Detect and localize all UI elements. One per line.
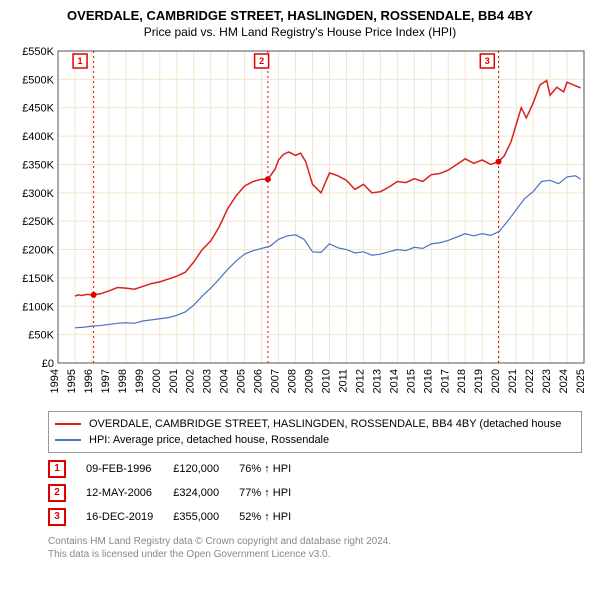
attribution-line: Contains HM Land Registry data © Crown c… xyxy=(48,535,586,548)
legend-label: HPI: Average price, detached house, Ross… xyxy=(89,434,329,446)
svg-text:1997: 1997 xyxy=(100,369,112,393)
legend-swatch xyxy=(55,423,81,425)
sale-pct: 76% ↑ HPI xyxy=(239,457,311,481)
svg-text:£250K: £250K xyxy=(22,216,54,228)
svg-text:2024: 2024 xyxy=(558,369,570,393)
attribution: Contains HM Land Registry data © Crown c… xyxy=(48,535,586,561)
svg-text:2021: 2021 xyxy=(507,369,519,393)
attribution-line: This data is licensed under the Open Gov… xyxy=(48,548,586,561)
svg-text:2011: 2011 xyxy=(337,369,349,393)
legend: OVERDALE, CAMBRIDGE STREET, HASLINGDEN, … xyxy=(48,411,582,453)
svg-text:2002: 2002 xyxy=(185,369,197,393)
svg-text:1998: 1998 xyxy=(117,369,129,393)
svg-text:2017: 2017 xyxy=(439,369,451,393)
svg-text:2022: 2022 xyxy=(524,369,536,393)
sale-date: 09-FEB-1996 xyxy=(86,457,173,481)
legend-item-hpi: HPI: Average price, detached house, Ross… xyxy=(55,432,575,448)
svg-text:£150K: £150K xyxy=(22,273,54,285)
svg-text:2012: 2012 xyxy=(354,369,366,393)
svg-text:2015: 2015 xyxy=(405,369,417,393)
svg-text:1994: 1994 xyxy=(49,369,61,393)
table-row: 1 09-FEB-1996 £120,000 76% ↑ HPI xyxy=(48,457,311,481)
svg-text:£550K: £550K xyxy=(22,46,54,58)
svg-text:2010: 2010 xyxy=(320,369,332,393)
svg-text:2009: 2009 xyxy=(304,369,316,393)
sale-price: £120,000 xyxy=(173,457,239,481)
svg-text:1996: 1996 xyxy=(83,369,95,393)
svg-text:£100K: £100K xyxy=(22,301,54,313)
price-chart: £0 £50K £100K £150K £200K £250K £300K £350K £400… xyxy=(10,45,590,405)
page-subtitle: Price paid vs. HM Land Registry's House … xyxy=(0,23,600,45)
sale-date: 12-MAY-2006 xyxy=(86,481,173,505)
legend-swatch xyxy=(55,439,81,441)
legend-label: OVERDALE, CAMBRIDGE STREET, HASLINGDEN, … xyxy=(89,418,561,430)
svg-text:2023: 2023 xyxy=(541,369,553,393)
sale-badge-1: 1 xyxy=(48,460,66,478)
svg-text:2020: 2020 xyxy=(490,369,502,393)
sale-pct: 77% ↑ HPI xyxy=(239,481,311,505)
svg-text:£200K: £200K xyxy=(22,245,54,257)
svg-text:3: 3 xyxy=(485,56,490,66)
svg-text:2000: 2000 xyxy=(151,369,163,393)
svg-text:£350K: £350K xyxy=(22,159,54,171)
svg-text:2014: 2014 xyxy=(388,369,400,393)
svg-text:£500K: £500K xyxy=(22,74,54,86)
svg-text:£0: £0 xyxy=(42,358,54,370)
svg-text:2013: 2013 xyxy=(371,369,383,393)
svg-text:1999: 1999 xyxy=(134,369,146,393)
table-row: 2 12-MAY-2006 £324,000 77% ↑ HPI xyxy=(48,481,311,505)
svg-text:£450K: £450K xyxy=(22,103,54,115)
sale-pct: 52% ↑ HPI xyxy=(239,505,311,529)
svg-text:1: 1 xyxy=(78,56,83,66)
sale-date: 16-DEC-2019 xyxy=(86,505,173,529)
svg-text:2018: 2018 xyxy=(456,369,468,393)
svg-text:£300K: £300K xyxy=(22,188,54,200)
sale-price: £355,000 xyxy=(173,505,239,529)
svg-text:2016: 2016 xyxy=(422,369,434,393)
svg-text:£400K: £400K xyxy=(22,131,54,143)
svg-text:£50K: £50K xyxy=(28,330,54,342)
sale-price: £324,000 xyxy=(173,481,239,505)
svg-text:2004: 2004 xyxy=(219,369,231,393)
svg-text:2025: 2025 xyxy=(575,369,587,393)
svg-text:2007: 2007 xyxy=(270,369,282,393)
sale-badge-2: 2 xyxy=(48,484,66,502)
svg-text:2003: 2003 xyxy=(202,369,214,393)
svg-text:2008: 2008 xyxy=(287,369,299,393)
svg-text:2006: 2006 xyxy=(253,369,265,393)
svg-text:2019: 2019 xyxy=(473,369,485,393)
svg-text:1995: 1995 xyxy=(66,369,78,393)
svg-text:2001: 2001 xyxy=(168,369,180,393)
sales-table: 1 09-FEB-1996 £120,000 76% ↑ HPI 2 12-MA… xyxy=(48,457,586,529)
svg-text:2005: 2005 xyxy=(236,369,248,393)
svg-text:2: 2 xyxy=(259,56,264,66)
page-title: OVERDALE, CAMBRIDGE STREET, HASLINGDEN, … xyxy=(0,0,600,23)
legend-item-property: OVERDALE, CAMBRIDGE STREET, HASLINGDEN, … xyxy=(55,416,575,432)
table-row: 3 16-DEC-2019 £355,000 52% ↑ HPI xyxy=(48,505,311,529)
sale-badge-3: 3 xyxy=(48,508,66,526)
